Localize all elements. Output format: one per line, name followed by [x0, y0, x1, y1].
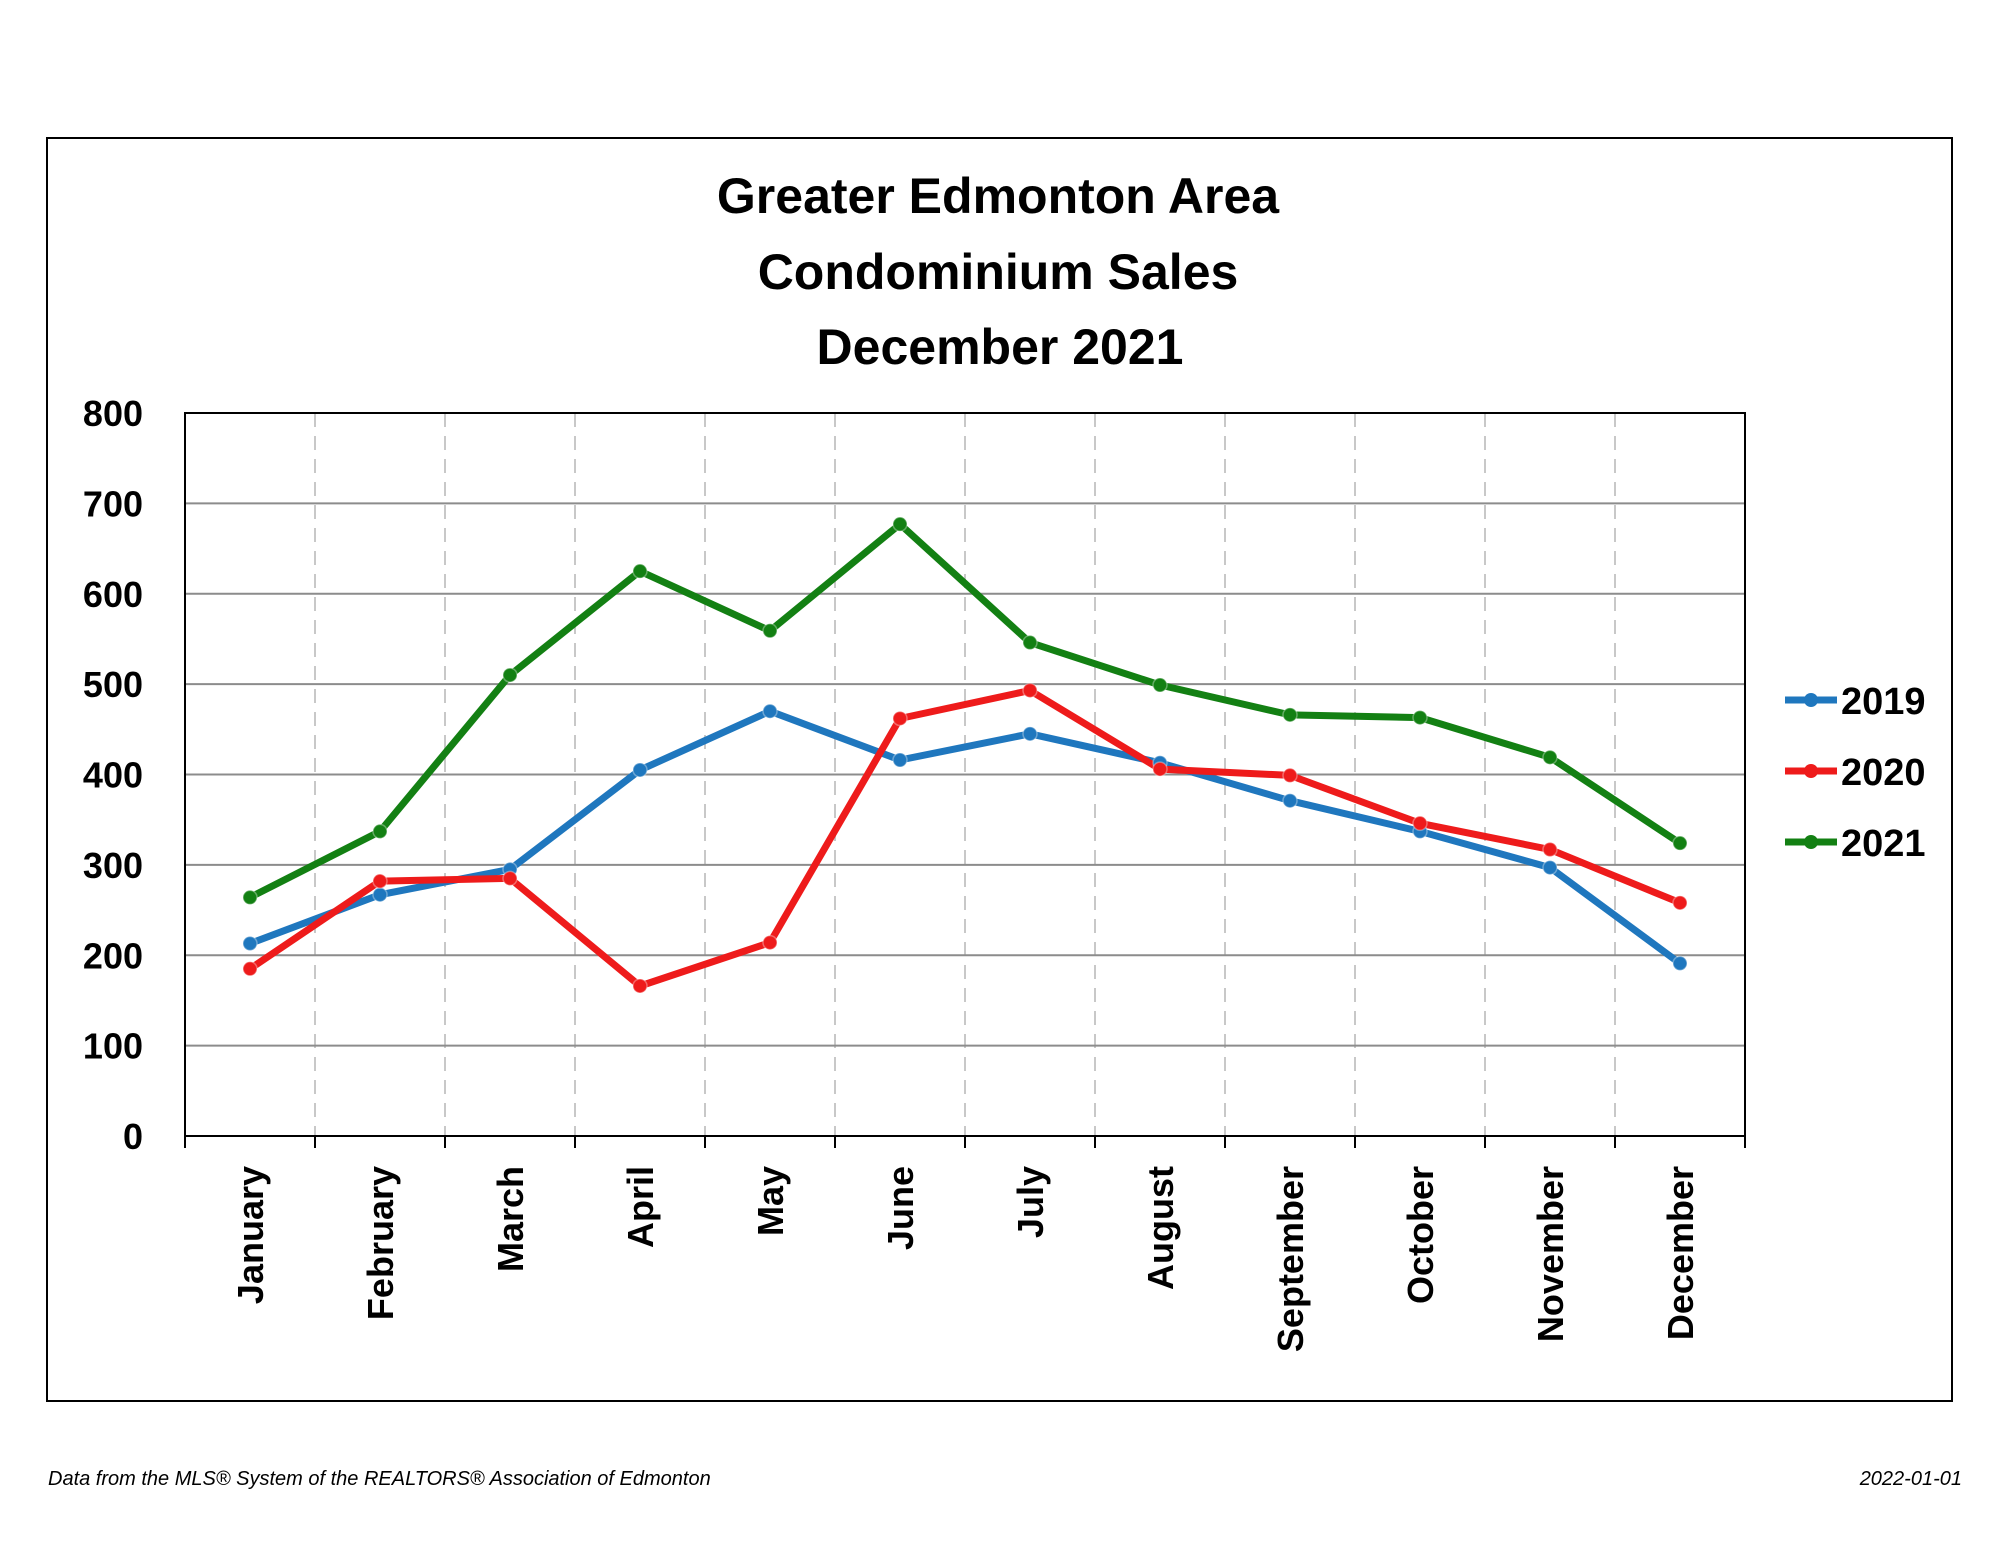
- y-tick-label: 700: [83, 483, 143, 524]
- data-point-2020: [372, 873, 388, 889]
- footer-source: Data from the MLS® System of the REALTOR…: [48, 1468, 711, 1490]
- series-line-2020: [246, 687, 1684, 990]
- data-point-2021: [372, 823, 388, 840]
- y-tick-label: 100: [83, 1026, 143, 1067]
- legend-label-2019: 2019: [1841, 681, 1926, 723]
- y-tick-label: 500: [83, 664, 143, 705]
- data-point-2019: [762, 703, 778, 719]
- data-point-2021: [892, 516, 908, 532]
- legend-marker-2021: [1804, 835, 1818, 849]
- y-tick-label: 0: [123, 1116, 143, 1157]
- data-point-2019: [242, 935, 258, 952]
- data-point-2020: [632, 978, 648, 994]
- x-tick-label: January: [230, 1166, 271, 1304]
- x-tick-label: March: [490, 1166, 531, 1272]
- legend-marker-2020: [1804, 764, 1818, 778]
- y-tick-label: 600: [83, 574, 143, 615]
- chart-title: Greater Edmonton Area Condominium Sales …: [717, 168, 1283, 375]
- x-tick-label: February: [360, 1166, 401, 1320]
- data-point-2019: [1022, 726, 1038, 742]
- data-point-2020: [762, 934, 778, 951]
- data-point-2021: [762, 623, 778, 639]
- data-point-2021: [1542, 749, 1558, 766]
- chart-title-line-3: December 2021: [817, 319, 1184, 375]
- x-tick-label: April: [620, 1166, 661, 1248]
- legend-label-2021: 2021: [1841, 823, 1926, 865]
- y-tick-label: 200: [83, 935, 143, 976]
- data-point-2020: [892, 710, 908, 727]
- data-point-2020: [1022, 682, 1038, 699]
- y-tick-label: 300: [83, 845, 143, 886]
- data-point-2021: [1282, 707, 1298, 723]
- chart-frame: [46, 137, 1953, 1402]
- data-point-2021: [242, 889, 258, 906]
- data-point-2019: [892, 752, 908, 768]
- data-point-2020: [502, 870, 518, 887]
- x-tick-label: September: [1270, 1166, 1311, 1352]
- data-point-2020: [1152, 761, 1168, 777]
- chart-title-line-2: Condominium Sales: [758, 244, 1239, 300]
- x-tick-label: May: [750, 1166, 791, 1236]
- data-point-2021: [502, 667, 518, 683]
- y-tick-label: 400: [83, 755, 143, 796]
- data-point-2019: [372, 886, 388, 903]
- legend-label-2020: 2020: [1841, 752, 1926, 794]
- footer-date: 2022-01-01: [1859, 1468, 1962, 1490]
- data-point-2021: [1672, 835, 1688, 851]
- y-tick-label: 800: [83, 393, 143, 434]
- plot-area: 0 100 200 300 400 500 600 700 800 January February…: [83, 393, 1746, 1352]
- data-point-2021: [1022, 634, 1038, 651]
- data-point-2020: [1672, 895, 1688, 911]
- legend: 2019 2020 2021: [1785, 681, 1926, 865]
- x-tick-label: November: [1530, 1166, 1571, 1342]
- data-point-2020: [1412, 815, 1428, 832]
- legend-marker-2019: [1804, 693, 1818, 707]
- chart-title-line-1: Greater Edmonton Area: [717, 168, 1280, 224]
- x-tick-label: December: [1660, 1166, 1701, 1340]
- data-point-2021: [1412, 709, 1428, 726]
- data-point-2019: [1542, 859, 1558, 876]
- data-point-2019: [1282, 792, 1298, 809]
- x-tick-label: June: [880, 1166, 921, 1250]
- data-point-2020: [1542, 841, 1558, 858]
- data-point-2021: [632, 563, 648, 579]
- x-tick-label: October: [1400, 1166, 1441, 1304]
- series-line-2019: [246, 707, 1684, 967]
- data-point-2019: [632, 762, 648, 778]
- data-point-2020: [242, 961, 258, 977]
- x-tick-label: August: [1140, 1166, 1181, 1290]
- data-point-2020: [1282, 767, 1298, 784]
- x-tick-label: July: [1010, 1166, 1051, 1238]
- series-line-2021: [246, 520, 1684, 901]
- data-point-2021: [1152, 677, 1168, 693]
- data-point-2019: [1672, 955, 1688, 972]
